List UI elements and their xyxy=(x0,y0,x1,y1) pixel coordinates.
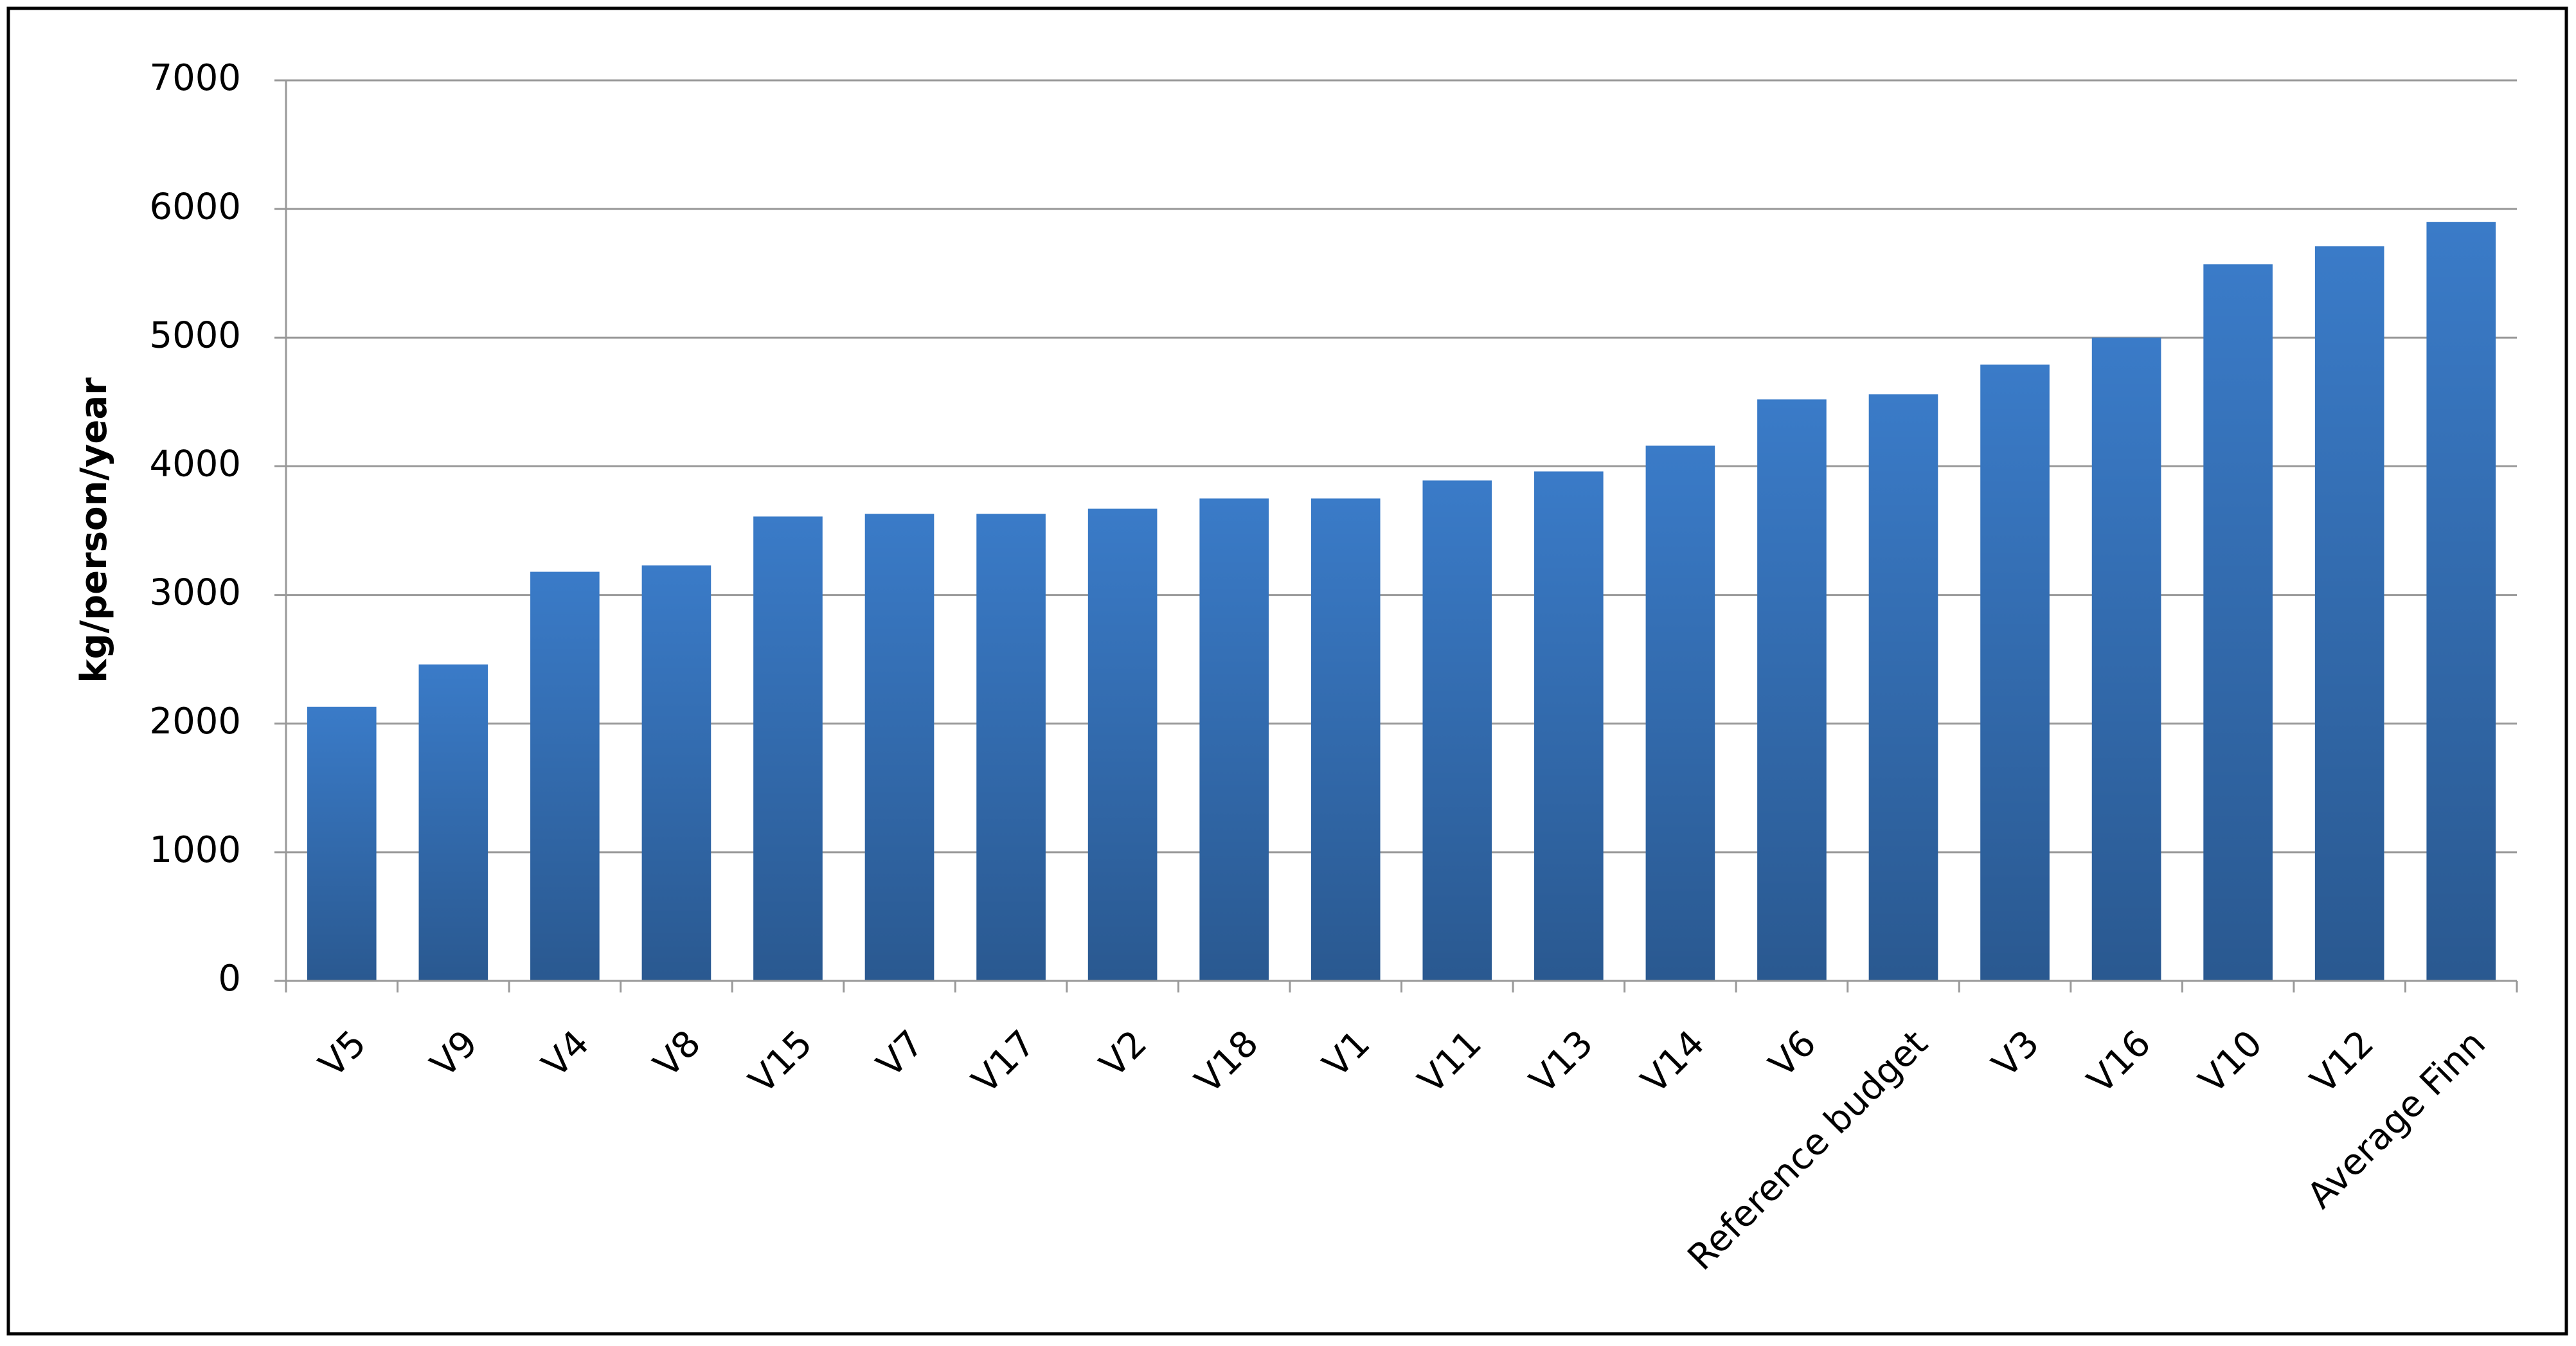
bar xyxy=(2426,222,2496,982)
bar xyxy=(2314,246,2384,981)
x-tick-label: V15 xyxy=(741,1023,820,1102)
x-tick-label: V8 xyxy=(646,1023,709,1086)
bar xyxy=(1199,498,1269,981)
x-tick-label: V4 xyxy=(534,1023,597,1086)
y-tick-label: 4000 xyxy=(149,444,241,485)
bar xyxy=(1980,364,2050,981)
x-tick-label: V1 xyxy=(1315,1023,1378,1086)
frame xyxy=(6,6,2568,1336)
bar xyxy=(1087,508,1158,981)
x-tick-label: V11 xyxy=(1410,1023,1489,1102)
x-tick-label: V3 xyxy=(1984,1023,2047,1086)
y-axis-label: kg/person/year xyxy=(73,377,115,683)
x-tick-label: V10 xyxy=(2191,1023,2270,1102)
bar xyxy=(1422,480,1492,981)
bar xyxy=(864,514,935,981)
bar xyxy=(530,571,600,981)
x-tick-label: V5 xyxy=(311,1023,374,1086)
bar xyxy=(1645,445,1715,981)
x-tick-label: V7 xyxy=(869,1023,932,1086)
y-tick-label: 1000 xyxy=(149,829,241,871)
bar xyxy=(976,514,1046,981)
x-tick-label: V16 xyxy=(2080,1023,2159,1102)
y-tick-label: 3000 xyxy=(149,572,241,614)
x-tick-label: V9 xyxy=(423,1023,486,1086)
bar xyxy=(1757,399,1827,981)
bar xyxy=(307,706,377,981)
x-tick-label: V6 xyxy=(1761,1023,1824,1086)
bar xyxy=(2091,337,2161,981)
bar xyxy=(1868,394,1938,981)
x-tick-label: V18 xyxy=(1187,1023,1266,1102)
x-tick-label: V2 xyxy=(1092,1023,1155,1086)
bar xyxy=(753,516,823,981)
y-tick-label: 7000 xyxy=(149,57,241,99)
bar xyxy=(641,565,711,981)
x-tick-label: V13 xyxy=(1522,1023,1601,1102)
x-tick-label: V17 xyxy=(964,1023,1043,1102)
bar xyxy=(418,664,488,981)
x-tick-label: V14 xyxy=(1634,1023,1713,1102)
y-tick-label: 5000 xyxy=(149,314,241,356)
bar xyxy=(1534,471,1604,981)
y-tick-label: 0 xyxy=(218,958,241,1000)
bar xyxy=(1310,498,1381,981)
y-tick-label: 6000 xyxy=(149,186,241,228)
y-tick-label: 2000 xyxy=(149,701,241,742)
x-tick-label: V12 xyxy=(2303,1023,2382,1102)
bar xyxy=(2203,264,2273,981)
